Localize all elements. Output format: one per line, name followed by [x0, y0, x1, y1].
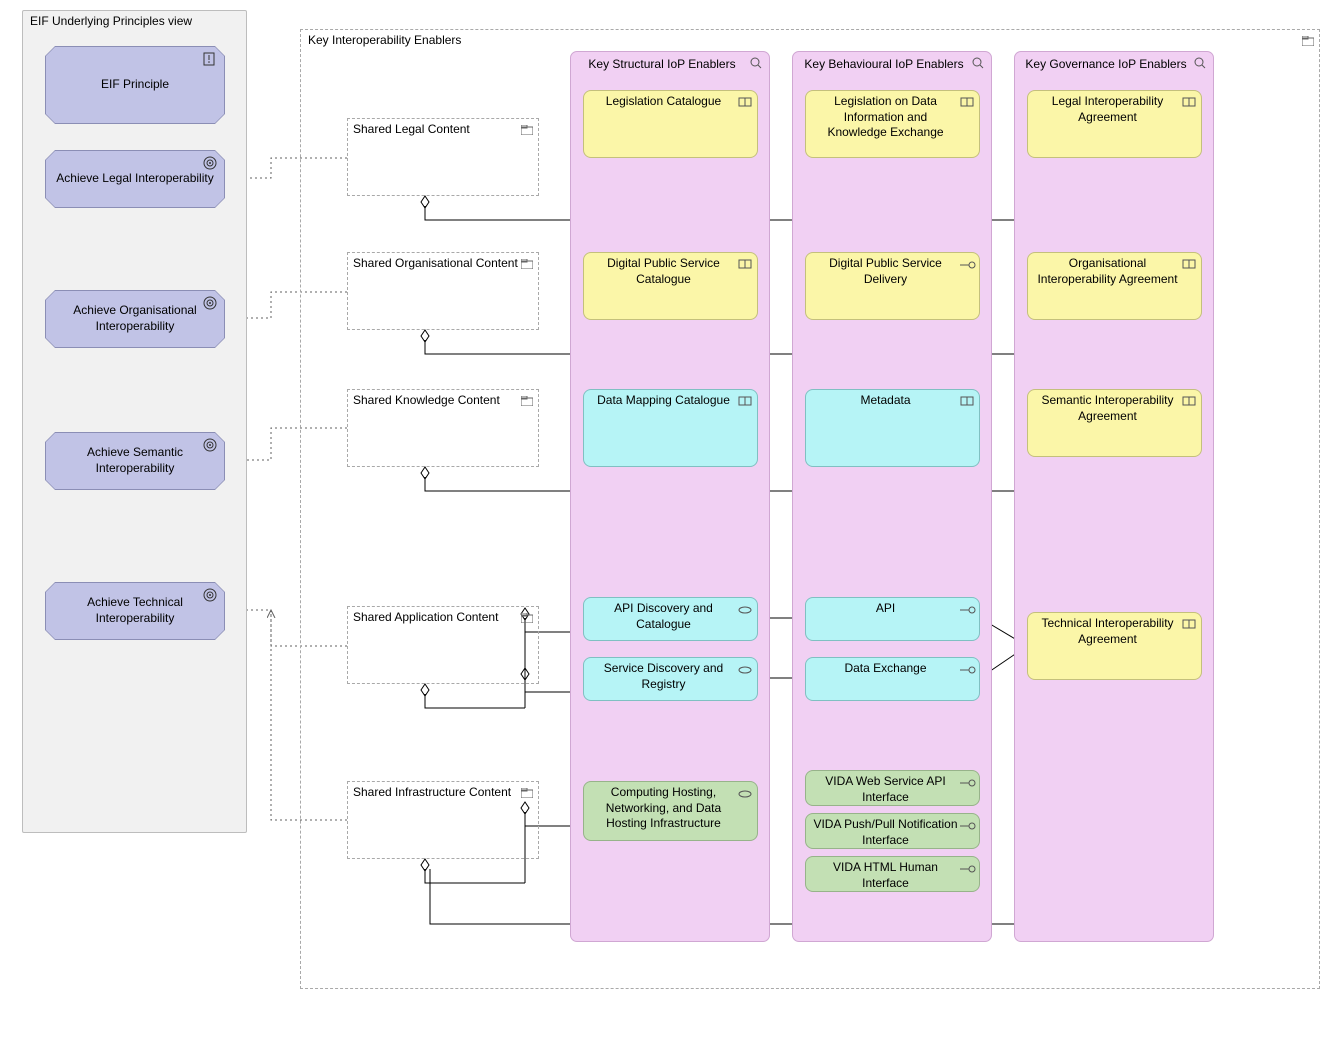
principles-panel-label: EIF Underlying Principles view: [30, 14, 239, 30]
node-data-exchange-label: Data Exchange: [813, 661, 958, 697]
box-icon: [1182, 395, 1194, 405]
oval-icon: [738, 603, 750, 613]
column-structural-label: Key Structural IoP Enablers: [578, 57, 746, 73]
node-service-discovery-label: Service Discovery and Registry: [591, 661, 736, 697]
magnifier-icon: [1194, 57, 1206, 67]
box-icon: [738, 96, 750, 106]
key-enablers-label: Key Interoperability Enablers: [308, 33, 608, 49]
lollipop-icon: [960, 819, 972, 829]
target-icon: [203, 296, 215, 306]
principle-technical-label: Achieve Technical Interoperability: [55, 582, 215, 640]
lollipop-icon: [960, 663, 972, 673]
node-api-discovery-label: API Discovery and Catalogue: [591, 601, 736, 637]
folder-icon: [521, 787, 533, 797]
principle-eif-principle-label: EIF Principle: [55, 46, 215, 124]
node-legal-iop-agreement-label: Legal Interoperability Agreement: [1035, 94, 1180, 154]
node-vida-pushpull-label: VIDA Push/Pull Notification Interface: [813, 817, 958, 845]
node-dps-delivery-label: Digital Public Service Delivery: [813, 256, 958, 316]
column-governance: [1014, 51, 1214, 942]
box-icon: [960, 96, 972, 106]
target-icon: [203, 588, 215, 598]
column-behavioural: [792, 51, 992, 942]
node-metadata-label: Metadata: [813, 393, 958, 463]
box-icon: [960, 395, 972, 405]
folder-icon: [1302, 35, 1314, 45]
node-vida-html-label: VIDA HTML Human Interface: [813, 860, 958, 888]
lollipop-icon: [960, 862, 972, 872]
column-behavioural-label: Key Behavioural IoP Enablers: [800, 57, 968, 73]
shared-application-label: Shared Application Content: [353, 610, 519, 626]
lollipop-icon: [960, 776, 972, 786]
note-icon: [203, 52, 215, 62]
column-governance-label: Key Governance IoP Enablers: [1022, 57, 1190, 73]
node-semantic-iop-agreement-label: Semantic Interoperability Agreement: [1035, 393, 1180, 453]
node-computing-hosting-label: Computing Hosting, Networking, and Data …: [591, 785, 736, 837]
box-icon: [1182, 618, 1194, 628]
node-org-iop-agreement-label: Organisational Interoperability Agreemen…: [1035, 256, 1180, 316]
lollipop-icon: [960, 603, 972, 613]
box-icon: [738, 258, 750, 268]
node-dps-catalogue-label: Digital Public Service Catalogue: [591, 256, 736, 316]
folder-icon: [521, 124, 533, 134]
node-technical-iop-agreement-label: Technical Interoperability Agreement: [1035, 616, 1180, 676]
principle-legal-label: Achieve Legal Interoperability: [55, 150, 215, 208]
principles-panel: [22, 10, 247, 833]
box-icon: [738, 395, 750, 405]
box-icon: [1182, 258, 1194, 268]
node-vida-web-label: VIDA Web Service API Interface: [813, 774, 958, 802]
node-api-label: API: [813, 601, 958, 637]
principle-semantic-label: Achieve Semantic Interoperability: [55, 432, 215, 490]
shared-infrastructure-label: Shared Infrastructure Content: [353, 785, 519, 801]
node-legislation-data-label: Legislation on Data Information and Know…: [813, 94, 958, 154]
oval-icon: [738, 787, 750, 797]
shared-knowledge-label: Shared Knowledge Content: [353, 393, 519, 409]
target-icon: [203, 438, 215, 448]
folder-icon: [521, 395, 533, 405]
shared-organisational-label: Shared Organisational Content: [353, 256, 519, 272]
shared-legal-label: Shared Legal Content: [353, 122, 519, 138]
principle-organisational-label: Achieve Organisational Interoperability: [55, 290, 215, 348]
magnifier-icon: [750, 57, 762, 67]
node-data-mapping-label: Data Mapping Catalogue: [591, 393, 736, 463]
folder-icon: [521, 258, 533, 268]
lollipop-icon: [960, 258, 972, 268]
oval-icon: [738, 663, 750, 673]
folder-icon: [521, 612, 533, 622]
node-legislation-catalogue-label: Legislation Catalogue: [591, 94, 736, 154]
target-icon: [203, 156, 215, 166]
magnifier-icon: [972, 57, 984, 67]
box-icon: [1182, 96, 1194, 106]
